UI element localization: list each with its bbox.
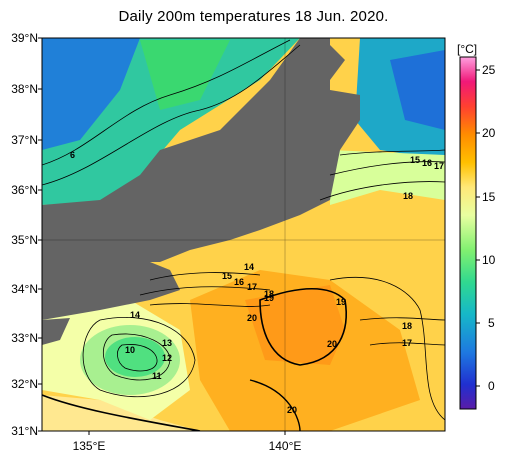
lat-label: 31°N <box>11 424 38 438</box>
map-frame <box>41 37 446 432</box>
contour-label: 10 <box>125 345 135 355</box>
lat-label: 35°N <box>11 233 38 247</box>
contour-label: 11 <box>152 371 162 381</box>
colorbar-label: 20 <box>482 126 496 140</box>
contour-label: 17 <box>434 161 444 171</box>
lat-label: 37°N <box>11 133 38 147</box>
land-honshu <box>42 38 360 268</box>
land-kyushu-edge <box>42 318 70 345</box>
lat-label: 33°N <box>11 331 38 345</box>
contour-label: 14 <box>244 262 254 272</box>
contour-label: 14 <box>130 310 140 320</box>
land-sado <box>300 45 345 80</box>
contour-label: 20 <box>247 313 257 323</box>
colorbar-label: 25 <box>482 63 496 77</box>
contour-label: 17 <box>247 282 257 292</box>
colorbar-label: 0 <box>488 379 495 393</box>
contour-label: 20 <box>287 405 297 415</box>
colorbar-ticks <box>476 69 480 387</box>
lat-label: 32°N <box>11 377 38 391</box>
colorbar-unit: [°C] <box>457 42 478 56</box>
land-shikoku-kii <box>42 258 180 320</box>
contour-label: 12 <box>162 353 172 363</box>
contour-label: 15 <box>222 271 232 281</box>
contour-label: 6 <box>70 150 75 160</box>
colorbar-label: 10 <box>482 253 496 267</box>
contour-label: 16 <box>234 277 244 287</box>
lat-lon-grid <box>42 38 445 431</box>
contour-label: 20 <box>327 339 337 349</box>
contour-label: 18 <box>402 321 412 331</box>
contour-label: 15 <box>410 155 420 165</box>
lon-label: 135°E <box>72 439 106 453</box>
lat-label: 39°N <box>11 31 38 45</box>
contour-label: 19 <box>336 297 346 307</box>
colorbar-label: 5 <box>488 316 495 330</box>
lon-label: 140°E <box>268 439 302 453</box>
colorbar-label: 15 <box>482 190 496 204</box>
cold-core-northeast <box>390 50 445 130</box>
colorbar <box>459 56 477 410</box>
japan-sea-cold-core <box>42 38 140 150</box>
lat-label: 38°N <box>11 82 38 96</box>
map-title: Daily 200m temperatures 18 Jun. 2020. <box>118 8 389 25</box>
japan-sea-green <box>140 40 230 110</box>
contour-label: 13 <box>162 338 172 348</box>
contour-label: 17 <box>402 338 412 348</box>
south-west-band <box>42 395 200 431</box>
isotherm-lines <box>42 39 445 431</box>
contour-labels: 6 15 16 17 18 14 15 16 17 18 19 20 19 18… <box>70 150 444 415</box>
contour-label: 19 <box>264 293 274 303</box>
contour-label: 18 <box>264 289 274 299</box>
transition-zone-east <box>330 150 445 205</box>
lat-label: 36°N <box>11 183 38 197</box>
contour-label: 18 <box>403 191 413 201</box>
lat-label: 34°N <box>11 282 38 296</box>
axis-ticks <box>38 37 286 435</box>
contour-label: 16 <box>422 158 432 168</box>
